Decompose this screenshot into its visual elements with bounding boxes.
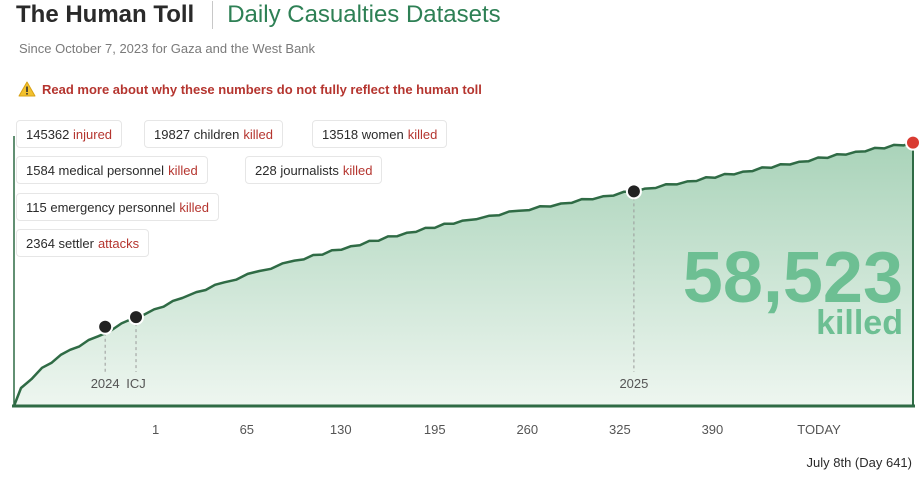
stat-label: women <box>361 126 404 142</box>
warning-link[interactable]: Read more about why these numbers do not… <box>18 81 482 97</box>
stat-settler-attacks[interactable]: 2364 settler attacks <box>16 229 150 257</box>
stat-value: 19827 <box>154 126 191 142</box>
stat-highlight: attacks <box>97 235 140 251</box>
stat-injured[interactable]: 145362 injured <box>16 120 123 148</box>
stat-highlight: killed <box>179 199 210 215</box>
stat-highlight: killed <box>407 126 438 142</box>
stat-emergency-personnel-killed[interactable]: 115 emergency personnel killed <box>16 193 220 221</box>
x-tick-label-6: 390 <box>702 422 724 437</box>
stat-children-killed[interactable]: 19827 children killed <box>144 120 283 148</box>
chart-series-line <box>12 141 914 407</box>
marker-label-2: 2025 <box>619 376 648 391</box>
marker-point-2 <box>625 183 642 200</box>
page-subtitle[interactable]: Daily Casualties Datasets <box>227 1 501 28</box>
marker-label-0: 2024 <box>91 376 120 391</box>
chart-area-fill <box>14 142 913 406</box>
stat-value: 2364 <box>26 235 55 251</box>
headline-killed-label: killed <box>816 304 903 342</box>
stat-women-killed[interactable]: 13518 women killed <box>312 120 448 148</box>
stat-highlight: killed <box>342 162 373 178</box>
stat-label: medical personnel <box>58 162 165 178</box>
stat-value: 228 <box>255 162 277 178</box>
x-tick-label-1: 65 <box>240 422 254 437</box>
x-tick-label-7: TODAY <box>797 422 841 437</box>
stat-label: injured <box>73 126 113 142</box>
marker-point-1 <box>128 309 145 326</box>
date-range-note: Since October 7, 2023 for Gaza and the W… <box>19 41 316 56</box>
x-tick-label-2: 130 <box>330 422 352 437</box>
stat-medical-personnel-killed[interactable]: 1584 medical personnel killed <box>16 156 208 184</box>
x-tick-label-5: 325 <box>609 422 631 437</box>
stat-label: settler <box>58 235 94 251</box>
header: The Human Toll Daily Casualties Datasets <box>16 0 501 30</box>
title-divider <box>212 1 214 29</box>
stat-value: 1584 <box>26 162 55 178</box>
marker-label-1: ICJ <box>126 376 146 391</box>
warning-text[interactable]: Read more about why these numbers do not… <box>42 81 482 97</box>
stat-label: journalists <box>280 162 339 178</box>
x-tick-label-0: 1 <box>152 422 159 437</box>
warning-icon <box>18 81 36 97</box>
headline-killed-count: 58,523 <box>683 238 903 318</box>
x-tick-label-3: 195 <box>424 422 446 437</box>
x-tick-label-4: 260 <box>516 422 538 437</box>
current-day-note: July 8th (Day 641) <box>806 455 913 470</box>
page-title: The Human Toll <box>16 1 195 28</box>
stat-label: children <box>193 126 240 142</box>
stat-highlight: killed <box>168 162 198 178</box>
latest-point <box>905 134 920 151</box>
stat-value: 115 <box>26 199 47 215</box>
stat-label: emergency personnel <box>50 199 176 215</box>
stat-highlight: killed <box>243 126 273 142</box>
marker-point-0 <box>97 318 114 335</box>
stat-journalists-killed[interactable]: 228 journalists killed <box>245 156 383 184</box>
stat-value: 145362 <box>26 126 70 142</box>
stat-value: 13518 <box>322 126 359 142</box>
